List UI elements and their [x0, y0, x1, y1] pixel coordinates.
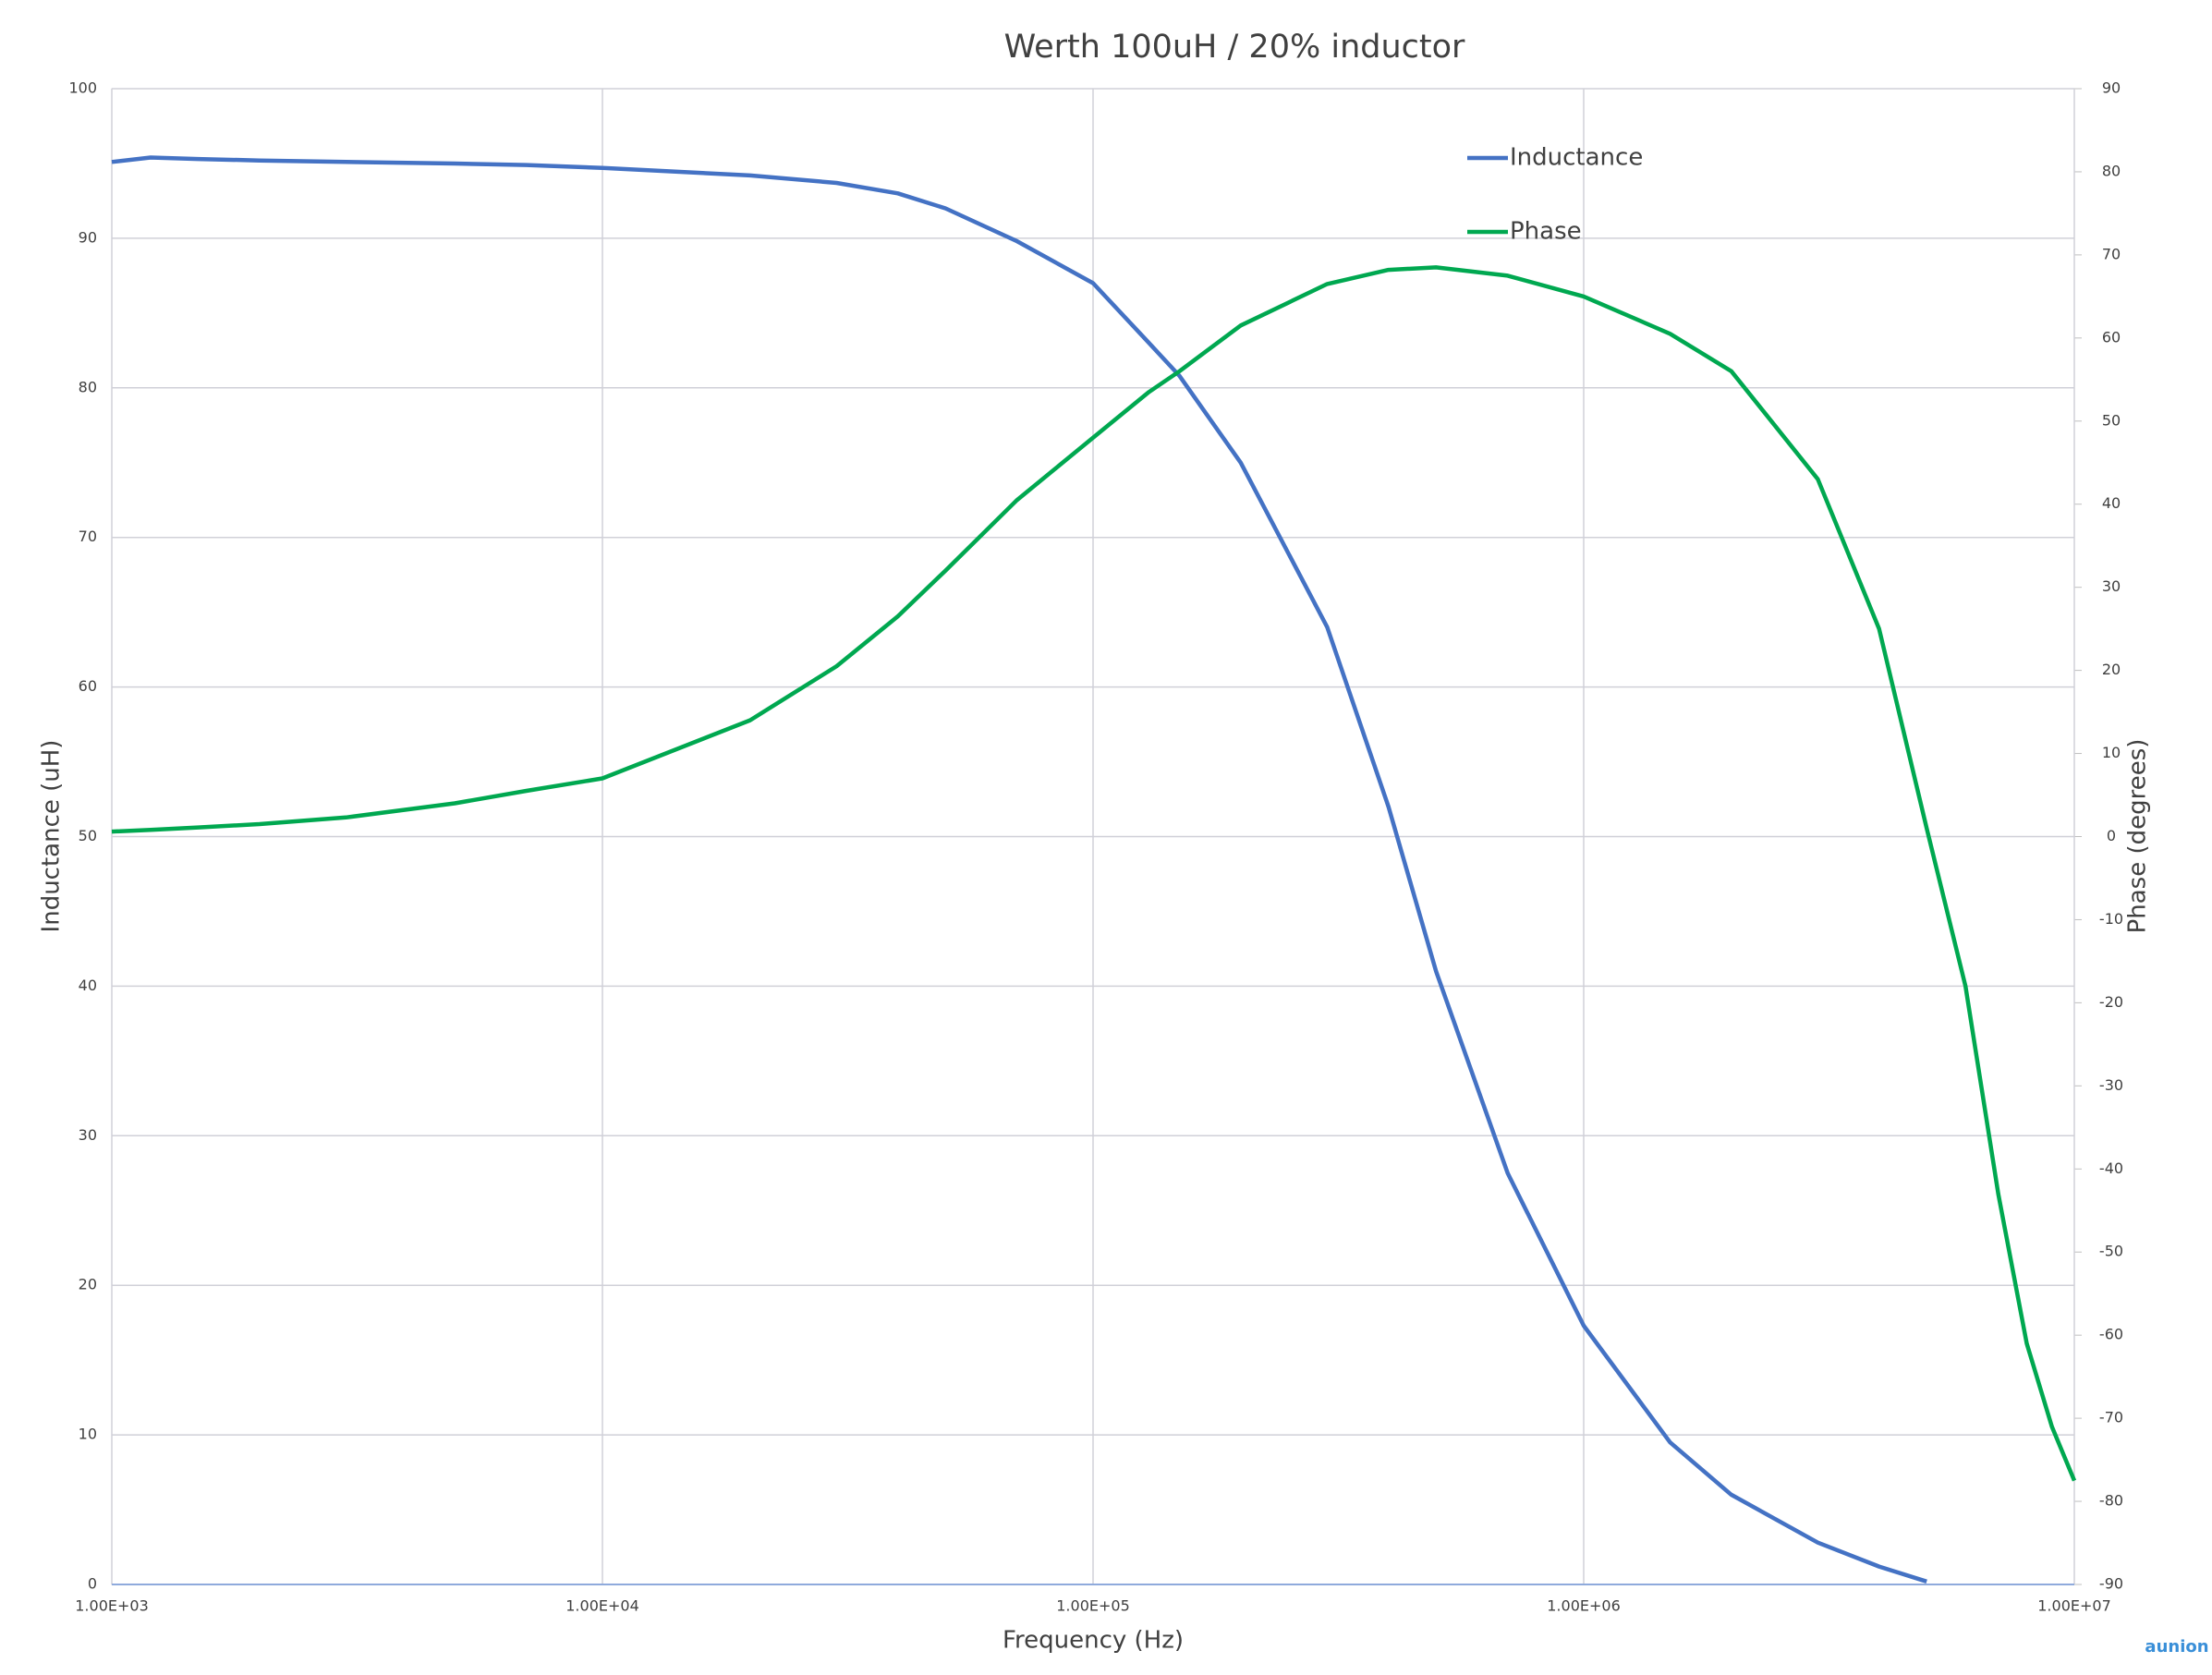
y-tick-label: 30 [79, 1126, 97, 1144]
y2-tick-label: 10 [2102, 744, 2121, 761]
y-tick-label: 60 [79, 677, 97, 695]
y2-tick-label: 0 [2107, 827, 2116, 844]
y2-tick-label: 50 [2102, 411, 2121, 429]
y2-tick-label: 80 [2102, 162, 2121, 179]
legend-label: Phase [1510, 218, 1582, 246]
x-tick-label: 1.00E+04 [565, 1597, 639, 1615]
y2-tick-label: -80 [2099, 1492, 2123, 1510]
y-tick-label: 10 [79, 1426, 97, 1443]
y-tick-label: 80 [79, 378, 97, 395]
y-axis-label: Inductance (uH) [38, 740, 66, 933]
x-tick-label: 1.00E+07 [2037, 1597, 2111, 1615]
y2-tick-label: 90 [2102, 79, 2121, 97]
legend-label: Inductance [1510, 144, 1643, 172]
y-tick-label: 50 [79, 827, 97, 844]
y2-tick-label: -40 [2099, 1159, 2123, 1177]
series-line [111, 155, 1927, 1584]
y2-tick-label: -90 [2099, 1575, 2123, 1593]
y-tick-label: 70 [79, 528, 97, 545]
series-line [111, 265, 2077, 1482]
y-tick-label: 0 [88, 1575, 97, 1593]
y2-tick-label: -10 [2099, 910, 2123, 928]
y2-tick-label: 30 [2102, 577, 2121, 595]
y2-tick-label: 20 [2102, 661, 2121, 678]
watermark: aunion [2145, 1637, 2208, 1657]
x-tick-label: 1.00E+03 [75, 1597, 149, 1615]
x-axis-label: Frequency (Hz) [1003, 1627, 1184, 1655]
y-tick-label: 90 [79, 228, 97, 246]
y2-tick-label: 40 [2102, 494, 2121, 512]
chart-title: Werth 100uH / 20% inductor [1004, 29, 1465, 66]
y2-tick-label: -30 [2099, 1076, 2123, 1094]
y-tick-label: 20 [79, 1276, 97, 1293]
y2-axis-label: Phase (degrees) [2124, 739, 2152, 934]
y2-tick-label: 60 [2102, 328, 2121, 346]
y-tick-label: 40 [79, 977, 97, 994]
x-tick-label: 1.00E+06 [1547, 1597, 1621, 1615]
x-tick-label: 1.00E+05 [1056, 1597, 1130, 1615]
y2-tick-label: -20 [2099, 993, 2123, 1011]
y2-tick-label: -70 [2099, 1409, 2123, 1426]
y2-tick-label: 70 [2102, 245, 2121, 262]
y2-tick-label: -60 [2099, 1326, 2123, 1343]
y2-tick-label: -50 [2099, 1243, 2123, 1260]
y-tick-label: 100 [68, 79, 97, 97]
